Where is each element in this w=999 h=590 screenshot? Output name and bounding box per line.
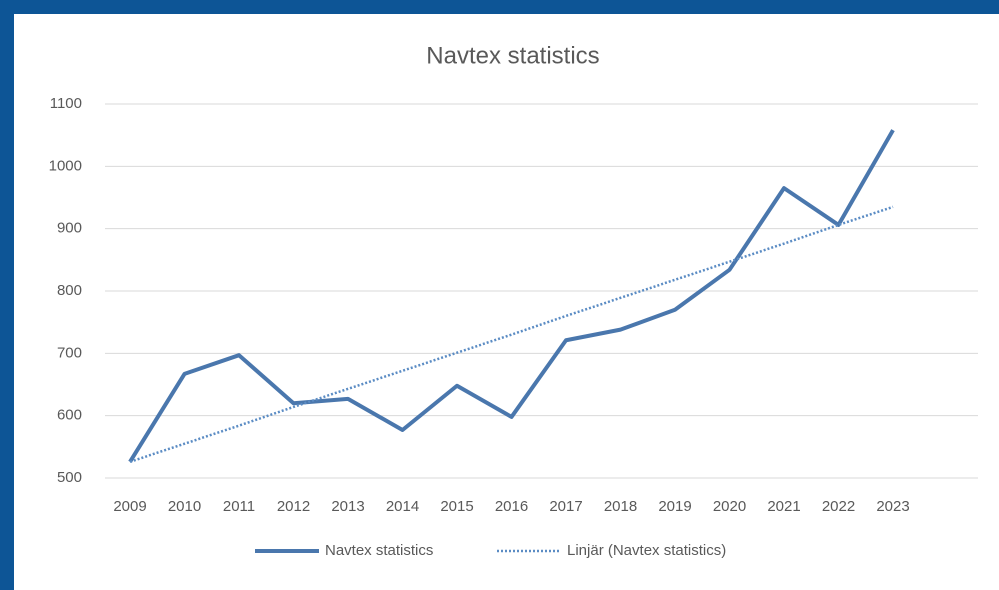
y-tick-label: 900 bbox=[57, 220, 82, 237]
x-tick-label: 2011 bbox=[223, 498, 255, 515]
x-tick-label: 2014 bbox=[386, 498, 419, 515]
x-tick-label: 2020 bbox=[713, 498, 746, 515]
x-tick-label: 2009 bbox=[113, 498, 146, 515]
chart-title: Navtex statistics bbox=[426, 42, 599, 69]
y-tick-label: 1100 bbox=[50, 95, 82, 112]
y-tick-label: 600 bbox=[57, 407, 82, 424]
chart-panel bbox=[14, 14, 999, 590]
x-tick-label: 2021 bbox=[767, 498, 800, 515]
y-tick-label: 800 bbox=[57, 282, 82, 299]
x-tick-label: 2017 bbox=[549, 498, 582, 515]
x-tick-label: 2015 bbox=[440, 498, 473, 515]
x-tick-label: 2019 bbox=[658, 498, 691, 515]
data-line bbox=[128, 129, 895, 463]
y-tick-label: 1000 bbox=[49, 157, 82, 174]
y-tick-label: 700 bbox=[57, 344, 82, 361]
x-tick-label: 2018 bbox=[604, 498, 637, 515]
x-tick-label: 2022 bbox=[822, 498, 855, 515]
x-tick-label: 2013 bbox=[331, 498, 364, 515]
legend-label: Navtex statistics bbox=[325, 542, 433, 559]
y-tick-label: 500 bbox=[57, 469, 82, 486]
legend-label: Linjär (Navtex statistics) bbox=[567, 542, 726, 559]
x-tick-label: 2023 bbox=[876, 498, 909, 515]
x-tick-label: 2016 bbox=[495, 498, 528, 515]
x-tick-label: 2012 bbox=[277, 498, 310, 515]
x-tick-label: 2010 bbox=[168, 498, 201, 515]
